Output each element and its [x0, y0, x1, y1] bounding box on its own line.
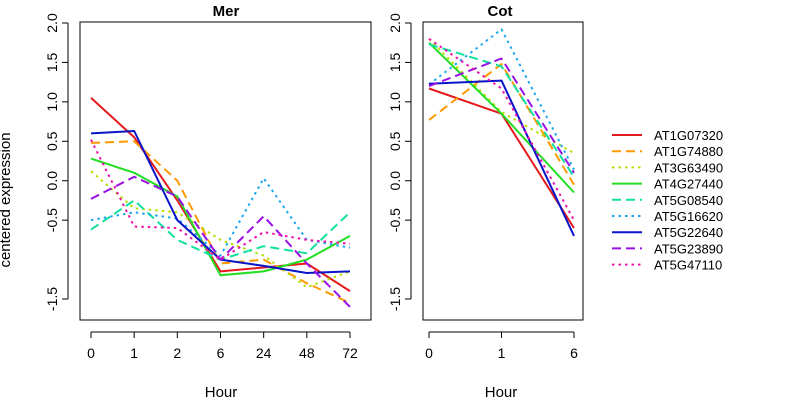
legend: AT1G07320AT1G74880AT3G63490AT4G27440AT5G…: [612, 128, 723, 273]
cot-series-at1g07320: [428, 87, 575, 229]
cot-x-axis-title: Hour: [485, 384, 518, 400]
mer-x-tick-label: 24: [256, 345, 272, 361]
mer-y-tick-label: 0.5: [44, 131, 60, 151]
mer-series-at5g08540: [90, 199, 351, 261]
mer-x-tick-label: 0: [87, 345, 95, 361]
mer-y-axis-title: centered expression: [0, 132, 14, 267]
mer-y-tick-label: -0.5: [44, 208, 60, 232]
cot-y-tick-label: -1.5: [387, 287, 403, 311]
mer-y-tick-label: 2.0: [44, 13, 60, 33]
cot-x-tick-label: 1: [498, 345, 506, 361]
cot-y-tick-label: 0.0: [387, 171, 403, 191]
mer-series-lines: [90, 97, 351, 308]
mer-axes: -1.5 -0.5 0.0 0.5 1.0 1.5 2.0 0 1 2 6 24 48 72: [44, 13, 358, 361]
mer-series-at5g22640: [90, 130, 351, 274]
mer-series-at5g23890: [90, 175, 351, 308]
cot-y-tick-label: -0.5: [387, 208, 403, 232]
cot-y-tick-label: 1.0: [387, 92, 403, 112]
cot-series-lines: [428, 28, 575, 237]
cot-series-at4g27440: [428, 41, 575, 194]
legend-entry-label: AT5G16620: [654, 209, 723, 224]
mer-x-tick-label: 6: [217, 345, 225, 361]
mer-y-tick-label: 1.5: [44, 52, 60, 72]
mer-series-at1g07320: [90, 97, 351, 292]
mer-y-tick-label: -1.5: [44, 287, 60, 311]
mer-series-at3g63490: [90, 170, 351, 289]
mer-x-tick-label: 48: [299, 345, 315, 361]
cot-series-at5g16620: [428, 28, 575, 171]
cot-x-tick-label: 6: [570, 345, 578, 361]
legend-entry-label: AT5G22640: [654, 225, 723, 240]
cot-x-tick-label: 0: [425, 345, 433, 361]
legend-entry-label: AT5G08540: [654, 193, 723, 208]
mer-x-tick-label: 72: [342, 345, 358, 361]
cot-y-tick-label: 1.5: [387, 52, 403, 72]
cot-y-tick-label: 0.5: [387, 131, 403, 151]
mer-panel: Mer centered expression Hour -1.5 -0.5 0.0…: [0, 3, 372, 400]
cot-series-at3g63490: [428, 38, 575, 154]
cot-series-at1g74880: [428, 63, 575, 186]
cot-y-tick-label: 2.0: [387, 13, 403, 33]
cot-axes: -1.5 -0.5 0.0 0.5 1.0 1.5 2.0 0 1 6: [387, 13, 578, 361]
cot-series-at5g23890: [428, 57, 575, 174]
cot-panel-title: Cot: [488, 3, 513, 20]
mer-y-tick-label: 0.0: [44, 171, 60, 191]
cot-panel: Cot Hour -1.5 -0.5 0.0 0.5 1.0 1.5 2.0 0 1 6: [387, 3, 584, 400]
legend-entry-label: AT1G74880: [654, 144, 723, 159]
legend-entry-label: AT1G07320: [654, 128, 723, 143]
cot-series-at5g22640: [428, 79, 575, 237]
legend-entry-label: AT5G47110: [654, 258, 722, 273]
cot-plot-frame: [422, 21, 584, 321]
mer-series-at1g74880: [90, 140, 351, 304]
mer-x-tick-label: 2: [173, 345, 181, 361]
legend-entry-label: AT3G63490: [654, 160, 723, 175]
mer-series-at4g27440: [90, 157, 351, 277]
cot-series-at5g08540: [428, 43, 575, 178]
mer-y-tick-label: 1.0: [44, 92, 60, 112]
legend-entry-label: AT4G27440: [654, 177, 723, 192]
mer-series-at5g16620: [90, 177, 351, 257]
mer-x-tick-label: 1: [130, 345, 138, 361]
mer-x-axis-title: Hour: [205, 384, 238, 400]
mer-panel-title: Mer: [213, 3, 240, 20]
legend-entry-label: AT5G23890: [654, 241, 723, 256]
mer-plot-frame: [79, 21, 372, 321]
